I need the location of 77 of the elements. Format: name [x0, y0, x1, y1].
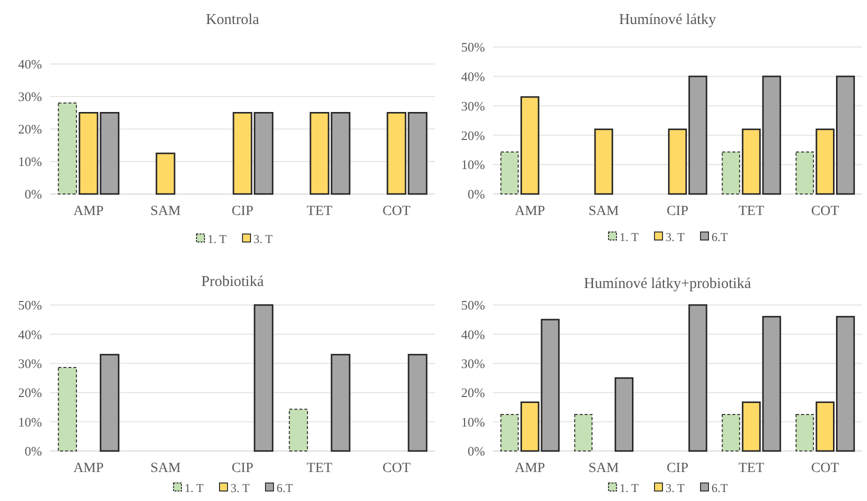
x-tick-label: TET — [306, 461, 333, 476]
y-tick-label: 10% — [18, 154, 42, 170]
legend-label: 3. T — [254, 232, 274, 246]
chart-title: Humínové látky — [618, 12, 717, 28]
legend-label: 3. T — [666, 481, 686, 495]
bar — [722, 414, 740, 452]
legend-label: 3. T — [230, 481, 250, 495]
y-tick-label: 40% — [18, 56, 42, 72]
legend-label: 3. T — [666, 230, 686, 244]
bar — [500, 151, 519, 194]
x-tick-label: COT — [382, 461, 411, 476]
bar — [500, 414, 519, 452]
x-tick-label: AMP — [73, 461, 104, 476]
bar — [520, 96, 540, 195]
x-tick-label: CIP — [232, 204, 254, 219]
bar — [594, 128, 614, 195]
bar — [722, 151, 740, 194]
legend-label: 1. T — [620, 481, 640, 495]
x-tick-label: SAM — [150, 204, 182, 219]
y-tick-label: 20% — [461, 128, 486, 143]
bar — [688, 304, 708, 452]
bar — [796, 414, 814, 452]
x-tick-label: SAM — [588, 461, 620, 476]
bar — [156, 152, 176, 195]
x-tick-label: TET — [738, 461, 765, 476]
bar — [614, 377, 634, 452]
y-tick-label: 10% — [18, 414, 42, 430]
bar — [254, 304, 274, 452]
x-tick-label: CIP — [666, 461, 689, 476]
y-tick-label: 50% — [461, 298, 486, 313]
x-tick-label: SAM — [588, 204, 620, 219]
y-tick-label: 30% — [461, 98, 486, 114]
x-tick-label: AMP — [73, 204, 104, 219]
bar — [288, 408, 308, 452]
legend-label: 1. T — [184, 481, 204, 495]
chart-title: Kontrola — [206, 12, 260, 28]
chart-title: Humínové látky+probiotiká — [584, 276, 752, 292]
x-tick-label: TET — [738, 204, 765, 219]
y-tick-label: 40% — [461, 326, 486, 342]
bar — [58, 366, 77, 452]
x-tick-label: AMP — [514, 461, 546, 476]
bar — [100, 354, 120, 452]
legend-label: 6.T — [712, 481, 728, 495]
y-tick-label: 50% — [18, 298, 42, 313]
x-tick-label: COT — [811, 204, 840, 219]
y-tick-label: 0% — [24, 186, 42, 202]
y-tick-label: 0% — [24, 444, 42, 459]
y-tick-label: 30% — [18, 356, 42, 371]
y-tick-label: 50% — [461, 40, 486, 55]
legend-label: 6.T — [276, 481, 294, 495]
y-tick-label: 40% — [18, 326, 42, 342]
bar — [330, 354, 350, 452]
y-tick-label: 20% — [18, 385, 42, 400]
y-tick-label: 20% — [461, 385, 486, 400]
y-tick-label: 0% — [468, 444, 486, 459]
x-tick-label: COT — [811, 461, 840, 476]
legend-label: 1. T — [620, 230, 640, 244]
y-tick-label: 10% — [461, 157, 486, 172]
x-tick-label: SAM — [150, 461, 182, 476]
bar — [796, 151, 814, 194]
x-tick-label: CIP — [666, 204, 689, 219]
bar — [408, 354, 428, 452]
legend-label: 1. T — [208, 232, 228, 246]
y-tick-label: 20% — [18, 122, 42, 137]
x-tick-label: AMP — [514, 204, 546, 219]
legend-label: 6.T — [712, 230, 728, 244]
x-tick-label: COT — [382, 204, 411, 219]
chart-title: Probiotiká — [201, 274, 264, 290]
x-tick-label: CIP — [232, 461, 254, 476]
y-tick-label: 30% — [18, 89, 42, 104]
y-tick-label: 0% — [468, 186, 486, 202]
y-tick-label: 30% — [461, 356, 486, 371]
y-tick-label: 10% — [461, 414, 486, 430]
x-tick-label: TET — [306, 204, 333, 219]
bar — [574, 414, 593, 452]
y-tick-label: 40% — [461, 68, 486, 84]
bar — [58, 102, 77, 194]
